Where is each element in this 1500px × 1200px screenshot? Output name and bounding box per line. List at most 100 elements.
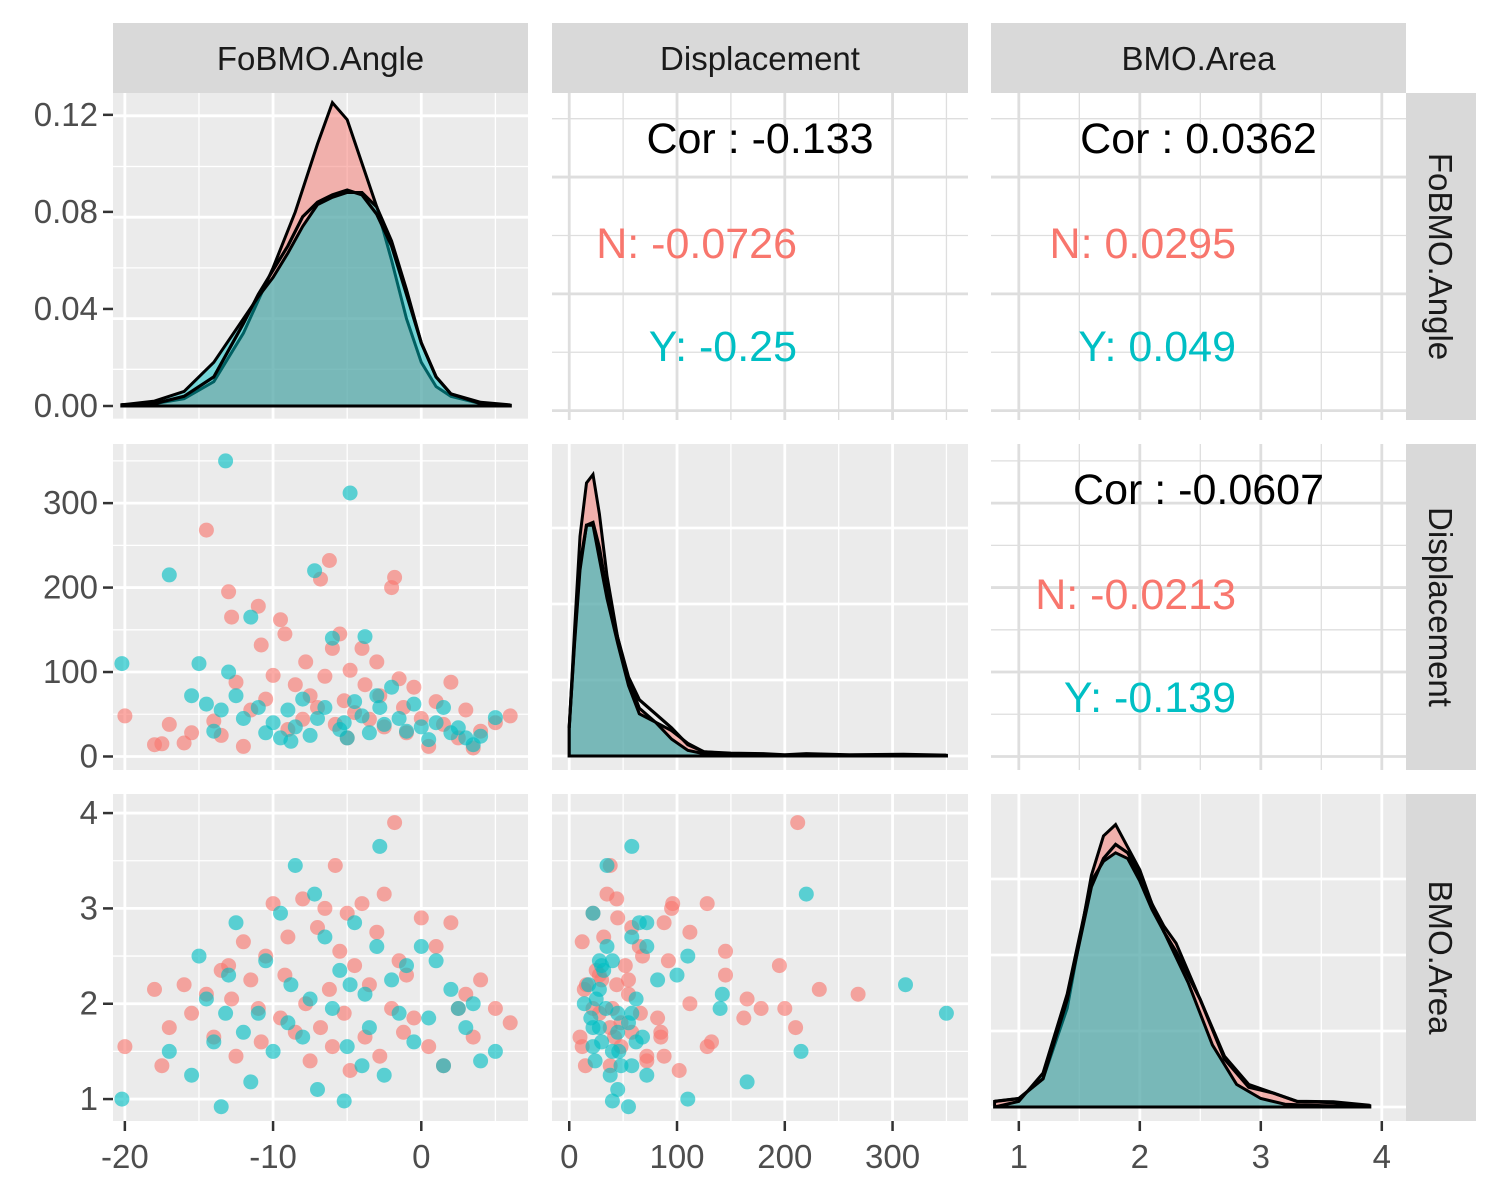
gridlines [113, 444, 528, 770]
scatter-point-y [198, 991, 214, 1007]
scatter-point-n [302, 1053, 318, 1069]
scatter-point-y [235, 1024, 251, 1040]
scatter-point-y [161, 1043, 177, 1059]
scatter-point-y [391, 1005, 407, 1021]
scatter-point-n [502, 1015, 518, 1031]
scatter-point-y [443, 981, 459, 997]
scatter-point-y [413, 719, 429, 735]
scatter-point-y [436, 700, 451, 715]
strip-label: Displacement [660, 40, 860, 77]
scatter-point-y [287, 719, 303, 735]
scatter-point-y [258, 953, 274, 969]
panel-background [991, 444, 1406, 770]
scatter-point-y [624, 929, 640, 945]
scatter-displacement-vs-fobmo-angle [114, 453, 518, 756]
scatter-point-n [369, 654, 385, 670]
gridlines [991, 93, 1406, 420]
scatter-point-y [428, 953, 444, 969]
scatter-point-y [598, 1001, 614, 1016]
scatter-point-y [114, 1091, 130, 1107]
scatter-point-y [650, 972, 666, 988]
density-bmo-area [993, 822, 1372, 1109]
scatter-point-n [224, 609, 240, 625]
scatter-point-y [354, 708, 370, 724]
scatter-point-n [324, 1039, 340, 1055]
y-tick-label: 2 [80, 985, 98, 1022]
scatter-point-n [198, 522, 214, 538]
strip-background [1406, 444, 1476, 770]
correlation-fobmo-angle-bmo-area: Cor : 0.0362 N: 0.0295 Y: 0.049 [1050, 115, 1317, 371]
correlation-n: N: -0.0726 [596, 220, 797, 268]
scatter-point-n [332, 943, 348, 959]
scatter-point-n [699, 896, 715, 912]
scatter-point-y [938, 1005, 954, 1021]
correlation-fobmo-angle-displacement: Cor : -0.133 N: -0.0726 Y: -0.25 [596, 115, 873, 371]
scatter-point-n [682, 924, 698, 940]
scatter-point-n [321, 981, 337, 997]
scatter-point-n [387, 815, 403, 831]
scatter-point-y [428, 715, 444, 731]
scatter-point-y [369, 939, 385, 954]
scatter-point-y [680, 948, 696, 964]
y-tick-label: 3 [80, 889, 98, 926]
scatter-point-y [221, 967, 237, 983]
scatter-point-y [621, 1099, 636, 1115]
scatter-point-n [372, 1048, 388, 1064]
scatter-point-n [413, 910, 429, 926]
scatter-point-n [682, 996, 698, 1012]
scatter-point-y [739, 1074, 755, 1090]
scatter-point-y [624, 838, 640, 854]
scatter-point-n [736, 1010, 752, 1026]
scatter-point-y [302, 727, 318, 743]
x-tick-label: 0 [412, 1138, 430, 1175]
scatter-point-y [287, 858, 303, 873]
scatter-point-y [339, 1039, 355, 1055]
scatter-point-y [332, 962, 348, 978]
panel-background [552, 93, 968, 420]
scatter-point-n [621, 972, 636, 988]
scatter-point-n [161, 1020, 177, 1036]
gridlines [113, 794, 528, 1121]
strip-background [991, 23, 1406, 93]
scatter-point-y [307, 563, 323, 579]
scatter-point-n [487, 1001, 503, 1016]
strip-label: FoBMO.Angle [1422, 153, 1459, 360]
scatter-point-y [324, 630, 340, 646]
scatter-point-n [771, 958, 787, 974]
scatter-point-y [399, 958, 414, 974]
scatter-point-y [218, 453, 234, 469]
scatter-point-n [273, 612, 288, 628]
density-line-overall [121, 188, 511, 407]
scatter-point-n [265, 667, 281, 683]
scatter-bmo-area-vs-fobmo-angle [114, 815, 518, 1115]
scatter-point-n [739, 991, 755, 1007]
right-strip-displacement: Displacement [1406, 444, 1476, 770]
density-line-overall [994, 842, 1370, 1107]
scatter-point-n [458, 702, 474, 718]
x-tick-label: 3 [1252, 1138, 1270, 1175]
scatter-point-n [443, 674, 459, 690]
scatter-point-y [361, 1020, 377, 1036]
scatter-point-n [357, 677, 373, 693]
scatter-point-n [250, 598, 266, 614]
scatter-point-y [406, 696, 422, 712]
correlation-overall: Cor : 0.0362 [1080, 115, 1317, 163]
scatter-point-n [280, 929, 296, 945]
strip-label: BMO.Area [1121, 40, 1276, 77]
scatter-point-n [850, 986, 866, 1002]
scatter-point-y [221, 664, 237, 680]
scatter-point-n [671, 1063, 687, 1078]
strip-background [1406, 794, 1476, 1121]
scatter-point-y [487, 710, 503, 726]
x-axes: -20 -10 0 0 100 200 300 1 2 3 4 [101, 1121, 1391, 1175]
scatter-point-y [465, 996, 481, 1012]
scatter-point-n [354, 896, 370, 912]
scatter-point-n [295, 891, 311, 907]
y-tick-label: 100 [43, 653, 98, 690]
scatter-point-y [669, 967, 685, 983]
scatter-point-y [310, 1082, 325, 1097]
scatter-point-y [347, 694, 363, 710]
panel-displacement-vs-bmo-area [991, 444, 1406, 770]
scatter-point-n [718, 967, 733, 983]
x-tick-label: 0 [560, 1138, 578, 1175]
